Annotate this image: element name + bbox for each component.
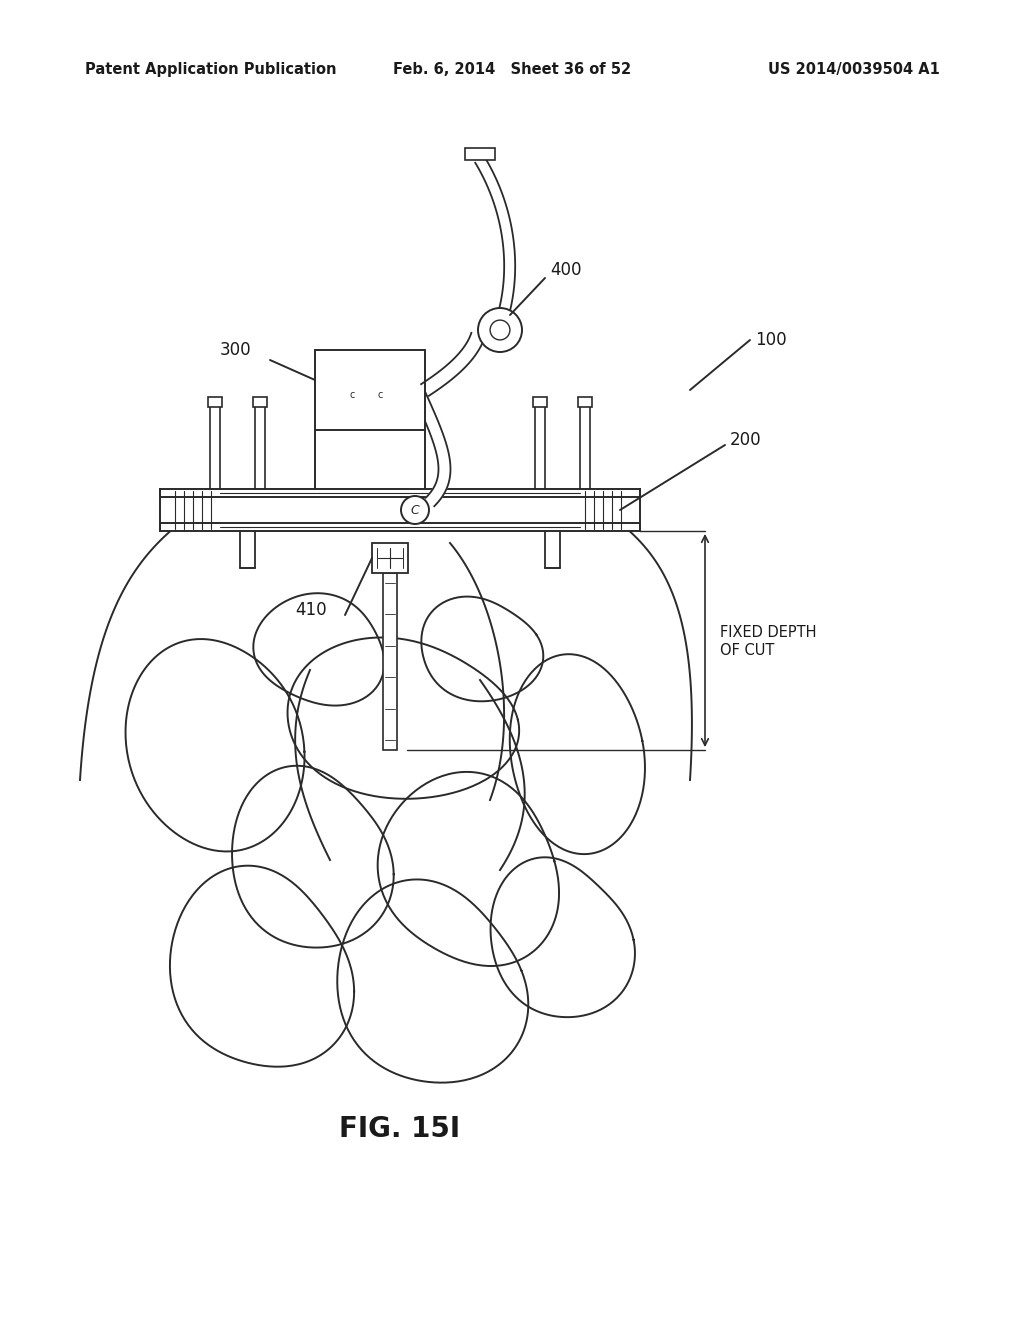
- Text: 100: 100: [755, 331, 786, 348]
- Text: Feb. 6, 2014   Sheet 36 of 52: Feb. 6, 2014 Sheet 36 of 52: [393, 62, 631, 77]
- Circle shape: [401, 496, 429, 524]
- Bar: [383, 573, 397, 750]
- Circle shape: [478, 308, 522, 352]
- Bar: [534, 397, 547, 407]
- Text: C: C: [411, 504, 420, 517]
- Text: c: c: [349, 389, 354, 400]
- Text: US 2014/0039504 A1: US 2014/0039504 A1: [768, 62, 940, 77]
- Circle shape: [490, 321, 510, 341]
- Polygon shape: [80, 523, 180, 780]
- Text: 300: 300: [220, 341, 252, 359]
- Bar: [315, 350, 425, 430]
- Polygon shape: [421, 333, 484, 396]
- Text: 410: 410: [295, 601, 327, 619]
- Text: c: c: [377, 389, 383, 400]
- Bar: [253, 397, 267, 407]
- Polygon shape: [253, 593, 384, 706]
- Text: FIG. 15I: FIG. 15I: [339, 1115, 461, 1143]
- Bar: [160, 523, 640, 531]
- Polygon shape: [620, 523, 692, 780]
- Text: 400: 400: [550, 261, 582, 279]
- Polygon shape: [126, 639, 304, 851]
- Polygon shape: [510, 655, 645, 854]
- Text: 200: 200: [730, 432, 762, 449]
- Polygon shape: [475, 157, 515, 309]
- Text: FIXED DEPTH: FIXED DEPTH: [720, 624, 816, 640]
- Polygon shape: [232, 766, 393, 948]
- Polygon shape: [378, 772, 559, 966]
- Polygon shape: [415, 392, 451, 506]
- Bar: [578, 397, 592, 407]
- Polygon shape: [288, 638, 519, 799]
- Bar: [465, 148, 495, 160]
- Bar: [161, 498, 639, 523]
- Polygon shape: [170, 866, 354, 1067]
- Polygon shape: [421, 597, 544, 701]
- Text: Patent Application Publication: Patent Application Publication: [85, 62, 337, 77]
- Polygon shape: [337, 879, 528, 1082]
- Text: OF CUT: OF CUT: [720, 643, 774, 657]
- Bar: [160, 488, 640, 498]
- Bar: [208, 397, 222, 407]
- Polygon shape: [490, 857, 635, 1018]
- Bar: [372, 543, 408, 573]
